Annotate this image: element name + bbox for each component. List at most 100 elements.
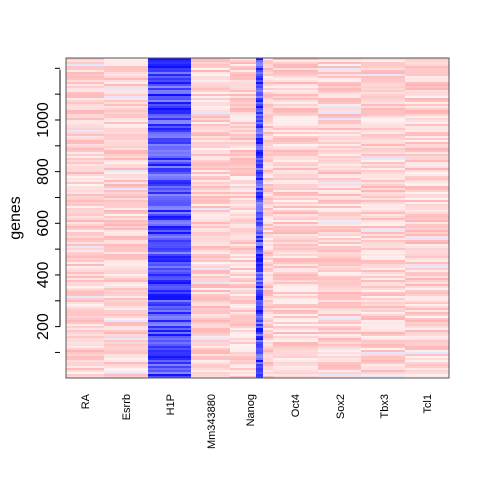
- heatmap-cell: [361, 252, 405, 255]
- heatmap-cell: [230, 292, 256, 295]
- heatmap-cell: [66, 96, 104, 99]
- heatmap-cell: [361, 324, 405, 327]
- heatmap-cell: [66, 274, 104, 277]
- heatmap-cell: [66, 74, 104, 77]
- heatmap-cell: [318, 192, 361, 195]
- heatmap-column-h1p: [148, 58, 191, 379]
- heatmap-cell: [191, 212, 230, 215]
- heatmap-cell: [405, 138, 449, 141]
- heatmap-cell: [256, 124, 263, 127]
- heatmap-cell: [230, 366, 256, 369]
- heatmap-cell: [191, 74, 230, 77]
- heatmap-cell: [263, 320, 273, 323]
- heatmap-cell: [273, 118, 318, 121]
- heatmap-cell: [230, 78, 256, 81]
- heatmap-cell: [263, 116, 273, 119]
- heatmap-cell: [148, 270, 191, 273]
- heatmap-cell: [148, 356, 191, 359]
- heatmap-cell: [318, 278, 361, 281]
- heatmap-cell: [273, 176, 318, 179]
- heatmap-cell: [230, 198, 256, 201]
- heatmap-cell: [273, 314, 318, 317]
- heatmap-cell: [148, 146, 191, 149]
- heatmap-cell: [148, 256, 191, 259]
- heatmap-cell: [191, 330, 230, 333]
- heatmap-cell: [191, 224, 230, 227]
- heatmap-cell: [361, 312, 405, 315]
- heatmap-cell: [361, 228, 405, 231]
- heatmap-cell: [66, 86, 104, 89]
- heatmap-cell: [273, 180, 318, 183]
- heatmap-cell: [66, 370, 104, 373]
- heatmap-cell: [256, 340, 263, 343]
- heatmap-cell: [230, 68, 256, 71]
- heatmap-cell: [230, 150, 256, 153]
- heatmap-cell: [256, 228, 263, 231]
- heatmap-cell: [273, 316, 318, 319]
- heatmap-cell: [104, 298, 148, 301]
- heatmap-cell: [361, 156, 405, 159]
- heatmap-cell: [104, 306, 148, 309]
- heatmap-cell: [263, 268, 273, 271]
- heatmap-cell: [256, 68, 263, 71]
- heatmap-cell: [191, 144, 230, 147]
- heatmap-cell: [104, 104, 148, 107]
- heatmap-cell: [361, 104, 405, 107]
- heatmap-cell: [273, 192, 318, 195]
- heatmap-cell: [191, 84, 230, 87]
- heatmap-cell: [263, 176, 273, 179]
- heatmap-cell: [191, 202, 230, 205]
- heatmap-cell: [66, 158, 104, 161]
- heatmap-cell: [191, 134, 230, 137]
- heatmap-cell: [191, 220, 230, 223]
- heatmap-cell: [263, 226, 273, 229]
- heatmap-cell: [66, 142, 104, 145]
- heatmap-cell: [405, 220, 449, 223]
- heatmap-cell: [256, 136, 263, 139]
- heatmap-cell: [405, 330, 449, 333]
- heatmap-cell: [273, 246, 318, 249]
- heatmap-cell: [273, 78, 318, 81]
- heatmap-cell: [191, 230, 230, 233]
- heatmap-cell: [148, 372, 191, 375]
- heatmap-cell: [66, 244, 104, 247]
- heatmap-cell: [361, 144, 405, 147]
- heatmap-cell: [361, 150, 405, 153]
- heatmap-cell: [405, 274, 449, 277]
- heatmap-cell: [318, 98, 361, 101]
- heatmap-cell: [230, 286, 256, 289]
- heatmap-cell: [148, 276, 191, 279]
- heatmap-cell: [104, 148, 148, 151]
- heatmap-cell: [104, 334, 148, 337]
- heatmap-cell: [361, 100, 405, 103]
- heatmap-cell: [273, 124, 318, 127]
- heatmap-cell: [273, 226, 318, 229]
- heatmap-cell: [104, 356, 148, 359]
- heatmap-cell: [104, 250, 148, 253]
- heatmap-cell: [256, 132, 263, 135]
- heatmap-cell: [256, 84, 263, 87]
- heatmap-cell: [66, 310, 104, 313]
- heatmap-cell: [148, 144, 191, 147]
- heatmap-cell: [104, 108, 148, 111]
- heatmap-cell: [256, 116, 263, 119]
- heatmap-cell: [273, 152, 318, 155]
- heatmap-cell: [191, 142, 230, 145]
- heatmap-cell: [66, 60, 104, 63]
- heatmap-cell: [263, 342, 273, 345]
- heatmap-cell: [256, 312, 263, 315]
- heatmap-cell: [318, 294, 361, 297]
- heatmap-cell: [405, 80, 449, 83]
- heatmap-cell: [191, 120, 230, 123]
- heatmap-cell: [104, 272, 148, 275]
- heatmap-cell: [318, 112, 361, 115]
- heatmap-cell: [263, 68, 273, 71]
- heatmap-cell: [318, 342, 361, 345]
- heatmap-cell: [263, 124, 273, 127]
- heatmap-cell: [263, 322, 273, 325]
- heatmap-cell: [263, 62, 273, 65]
- heatmap-cell: [318, 242, 361, 245]
- heatmap-cell: [361, 358, 405, 361]
- heatmap-cell: [66, 206, 104, 209]
- heatmap-cell: [263, 278, 273, 281]
